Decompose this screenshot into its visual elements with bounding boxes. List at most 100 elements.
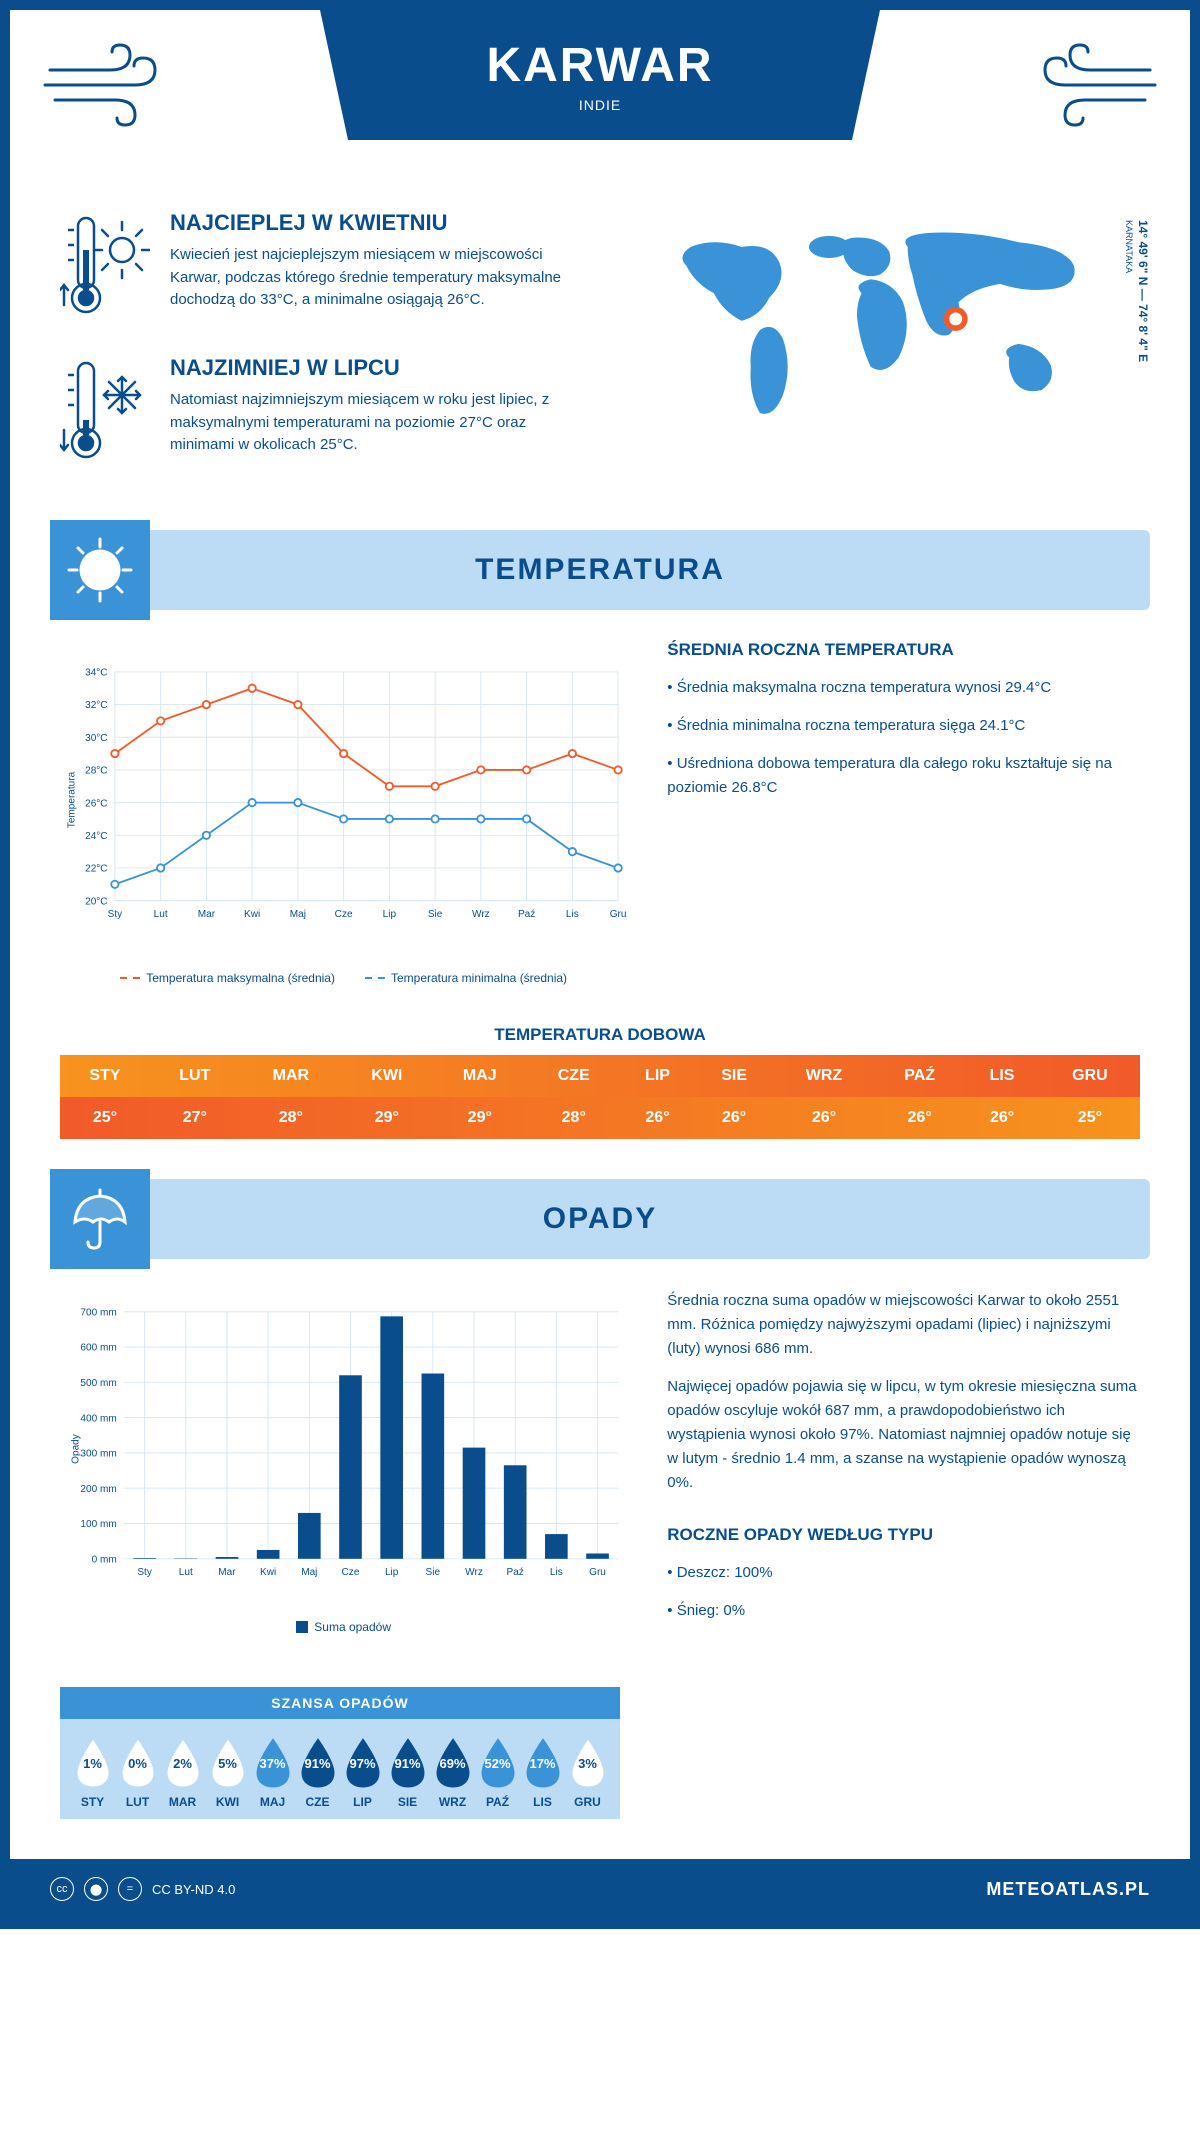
daily-temp-month: PAŹ xyxy=(875,1055,964,1097)
title-banner: KARWAR INDIE xyxy=(320,10,880,140)
temperature-chart: 20°C22°C24°C26°C28°C30°C32°C34°CStyLutMa… xyxy=(60,640,627,985)
precipitation-side-text: Średnia roczna suma opadów w miejscowośc… xyxy=(667,1289,1140,1637)
svg-text:26°C: 26°C xyxy=(85,798,107,809)
footer: cc ⬤ = CC BY-ND 4.0 METEOATLAS.PL xyxy=(10,1859,1190,1919)
intro-left: NAJCIEPLEJ W KWIETNIU Kwiecień jest najc… xyxy=(60,210,580,500)
svg-text:30°C: 30°C xyxy=(85,733,107,744)
rain-chance-cell: 91%SIE xyxy=(385,1735,430,1809)
svg-text:32°C: 32°C xyxy=(85,700,107,711)
rain-chance-panel: SZANSA OPADÓW 1%STY0%LUT2%MAR5%KWI37%MAJ… xyxy=(60,1687,620,1819)
svg-text:Temperatura: Temperatura xyxy=(67,771,78,828)
nd-icon: = xyxy=(118,1877,142,1901)
daily-temp-value: 25° xyxy=(60,1097,150,1139)
svg-text:Sty: Sty xyxy=(108,909,123,920)
coldest-block: NAJZIMNIEJ W LIPCU Natomiast najzimniejs… xyxy=(60,355,580,470)
coordinates: 14° 49' 6" N — 74° 8' 4" E KARNATAKA xyxy=(1122,220,1150,362)
rain-chance-cell: 17%LIS xyxy=(520,1735,565,1809)
svg-text:Wrz: Wrz xyxy=(472,909,490,920)
svg-text:Cze: Cze xyxy=(342,1567,360,1578)
precipitation-legend: Suma opadów xyxy=(60,1620,627,1634)
sun-icon xyxy=(50,520,150,620)
svg-text:28°C: 28°C xyxy=(85,766,107,777)
svg-text:22°C: 22°C xyxy=(85,864,107,875)
daily-temp-value: 26° xyxy=(773,1097,875,1139)
svg-text:600 mm: 600 mm xyxy=(80,1343,116,1354)
svg-text:100 mm: 100 mm xyxy=(80,1519,116,1530)
temperature-title: TEMPERATURA xyxy=(475,553,725,587)
rain-chance-cell: 91%CZE xyxy=(295,1735,340,1809)
annual-temp-title: ŚREDNIA ROCZNA TEMPERATURA xyxy=(667,640,1140,660)
wind-deco-right xyxy=(1030,40,1160,130)
daily-temp-value: 26° xyxy=(875,1097,964,1139)
precip-type-title: ROCZNE OPADY WEDŁUG TYPU xyxy=(667,1525,1140,1545)
svg-text:Mar: Mar xyxy=(198,909,216,920)
precip-type-item: Śnieg: 0% xyxy=(667,1599,1140,1623)
cc-icon: cc xyxy=(50,1877,74,1901)
svg-text:Lip: Lip xyxy=(385,1567,399,1578)
daily-temp-value: 28° xyxy=(528,1097,620,1139)
rain-chance-cell: 3%GRU xyxy=(565,1735,610,1809)
svg-text:Gru: Gru xyxy=(610,909,627,920)
temperature-chart-row: 20°C22°C24°C26°C28°C30°C32°C34°CStyLutMa… xyxy=(10,610,1190,1015)
precip-p1: Średnia roczna suma opadów w miejscowośc… xyxy=(667,1289,1140,1361)
svg-text:300 mm: 300 mm xyxy=(80,1449,116,1460)
svg-text:0 mm: 0 mm xyxy=(92,1554,117,1565)
daily-temp-month: SIE xyxy=(695,1055,773,1097)
hottest-block: NAJCIEPLEJ W KWIETNIU Kwiecień jest najc… xyxy=(60,210,580,325)
thermometer-hot-icon xyxy=(60,210,150,325)
intro-section: NAJCIEPLEJ W KWIETNIU Kwiecień jest najc… xyxy=(10,190,1190,530)
rain-chance-cell: 97%LIP xyxy=(340,1735,385,1809)
hottest-title: NAJCIEPLEJ W KWIETNIU xyxy=(170,210,580,236)
temp-side-item: Uśredniona dobowa temperatura dla całego… xyxy=(667,752,1140,800)
coldest-text: Natomiast najzimniejszym miesiącem w rok… xyxy=(170,389,580,457)
by-icon: ⬤ xyxy=(84,1877,108,1901)
svg-text:Sty: Sty xyxy=(137,1567,152,1578)
svg-text:Paź: Paź xyxy=(507,1567,524,1578)
temp-side-item: Średnia maksymalna roczna temperatura wy… xyxy=(667,676,1140,700)
wind-deco-left xyxy=(40,40,170,130)
daily-temp-value: 29° xyxy=(432,1097,528,1139)
license-block: cc ⬤ = CC BY-ND 4.0 xyxy=(50,1877,235,1901)
header: KARWAR INDIE xyxy=(10,10,1190,190)
rain-chance-cell: 69%WRZ xyxy=(430,1735,475,1809)
svg-text:700 mm: 700 mm xyxy=(80,1307,116,1318)
rain-chance-cell: 0%LUT xyxy=(115,1735,160,1809)
daily-temp-month: STY xyxy=(60,1055,150,1097)
temperature-section-header: TEMPERATURA xyxy=(50,530,1150,610)
precip-type-item: Deszcz: 100% xyxy=(667,1561,1140,1585)
precipitation-chart: 0 mm100 mm200 mm300 mm400 mm500 mm600 mm… xyxy=(60,1289,627,1637)
svg-text:Sie: Sie xyxy=(426,1567,441,1578)
daily-temp-value: 28° xyxy=(240,1097,342,1139)
temperature-legend: Temperatura maksymalna (średnia)Temperat… xyxy=(60,971,627,985)
rain-chance-cell: 52%PAŹ xyxy=(475,1735,520,1809)
rain-chance-cell: 2%MAR xyxy=(160,1735,205,1809)
svg-text:24°C: 24°C xyxy=(85,831,107,842)
country-subtitle: INDIE xyxy=(579,97,621,113)
temperature-side-text: ŚREDNIA ROCZNA TEMPERATURA Średnia maksy… xyxy=(667,640,1140,985)
license-text: CC BY-ND 4.0 xyxy=(152,1882,235,1897)
rain-chance-title: SZANSA OPADÓW xyxy=(60,1687,620,1719)
daily-temp-month: WRZ xyxy=(773,1055,875,1097)
svg-text:400 mm: 400 mm xyxy=(80,1413,116,1424)
svg-text:Lut: Lut xyxy=(179,1567,193,1578)
daily-temp-value: 26° xyxy=(695,1097,773,1139)
svg-text:Lut: Lut xyxy=(154,909,168,920)
svg-text:Mar: Mar xyxy=(218,1567,236,1578)
daily-temp-value: 26° xyxy=(620,1097,696,1139)
daily-temp-value: 25° xyxy=(1040,1097,1140,1139)
rain-chance-cell: 5%KWI xyxy=(205,1735,250,1809)
svg-text:Lis: Lis xyxy=(566,909,579,920)
umbrella-icon xyxy=(50,1169,150,1269)
svg-text:Sie: Sie xyxy=(428,909,443,920)
daily-temp-month: LIS xyxy=(964,1055,1040,1097)
rain-chance-cell: 37%MAJ xyxy=(250,1735,295,1809)
precipitation-title: OPADY xyxy=(543,1202,657,1236)
city-title: KARWAR xyxy=(486,38,713,93)
daily-temp-month: LUT xyxy=(150,1055,240,1097)
svg-text:Lis: Lis xyxy=(550,1567,563,1578)
svg-text:Maj: Maj xyxy=(290,909,306,920)
svg-text:Gru: Gru xyxy=(589,1567,606,1578)
svg-text:Lip: Lip xyxy=(383,909,397,920)
precipitation-chart-row: 0 mm100 mm200 mm300 mm400 mm500 mm600 mm… xyxy=(10,1259,1190,1667)
svg-text:Paź: Paź xyxy=(518,909,535,920)
